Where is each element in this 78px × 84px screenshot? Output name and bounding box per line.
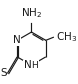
Text: CH$_3$: CH$_3$ <box>56 30 78 44</box>
Text: H: H <box>32 61 38 70</box>
Text: N: N <box>13 35 21 45</box>
Text: S: S <box>0 68 7 78</box>
Text: N: N <box>24 60 31 70</box>
Text: NH$_2$: NH$_2$ <box>21 6 42 20</box>
